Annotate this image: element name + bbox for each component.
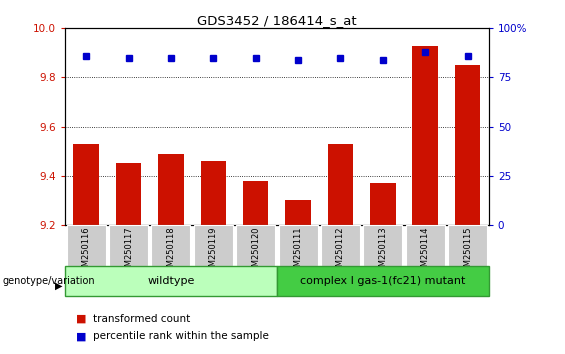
Text: GSM250113: GSM250113 <box>379 226 387 276</box>
Bar <box>67 225 106 266</box>
Bar <box>158 154 184 225</box>
Bar <box>109 225 148 266</box>
Text: GSM250116: GSM250116 <box>82 226 90 276</box>
Text: GSM250120: GSM250120 <box>251 226 260 276</box>
Bar <box>363 225 402 266</box>
Bar <box>236 225 275 266</box>
Text: GSM250119: GSM250119 <box>209 226 218 276</box>
Title: GDS3452 / 186414_s_at: GDS3452 / 186414_s_at <box>197 14 357 27</box>
Bar <box>455 65 480 225</box>
Bar <box>448 225 487 266</box>
Text: GSM250115: GSM250115 <box>463 226 472 276</box>
Text: ■: ■ <box>76 314 87 324</box>
Text: genotype/variation: genotype/variation <box>3 276 95 286</box>
Text: GSM250111: GSM250111 <box>294 226 302 276</box>
Bar <box>321 225 360 266</box>
Bar <box>406 225 445 266</box>
Bar <box>201 161 226 225</box>
Text: GSM250112: GSM250112 <box>336 226 345 276</box>
Bar <box>279 225 318 266</box>
Bar <box>243 181 268 225</box>
Text: ■: ■ <box>76 331 87 341</box>
Text: complex I gas-1(fc21) mutant: complex I gas-1(fc21) mutant <box>300 275 466 286</box>
Bar <box>328 144 353 225</box>
Text: GSM250114: GSM250114 <box>421 226 429 276</box>
Text: GSM250117: GSM250117 <box>124 226 133 276</box>
Bar <box>370 183 395 225</box>
Bar <box>277 266 489 296</box>
Bar <box>412 46 438 225</box>
Text: wildtype: wildtype <box>147 275 194 286</box>
Text: ▶: ▶ <box>55 281 63 291</box>
Text: transformed count: transformed count <box>93 314 190 324</box>
Bar <box>285 200 311 225</box>
Bar <box>116 164 141 225</box>
Bar <box>151 225 190 266</box>
Bar <box>194 225 233 266</box>
Bar <box>65 266 277 296</box>
Text: GSM250118: GSM250118 <box>167 226 175 276</box>
Text: percentile rank within the sample: percentile rank within the sample <box>93 331 269 341</box>
Bar <box>73 144 99 225</box>
